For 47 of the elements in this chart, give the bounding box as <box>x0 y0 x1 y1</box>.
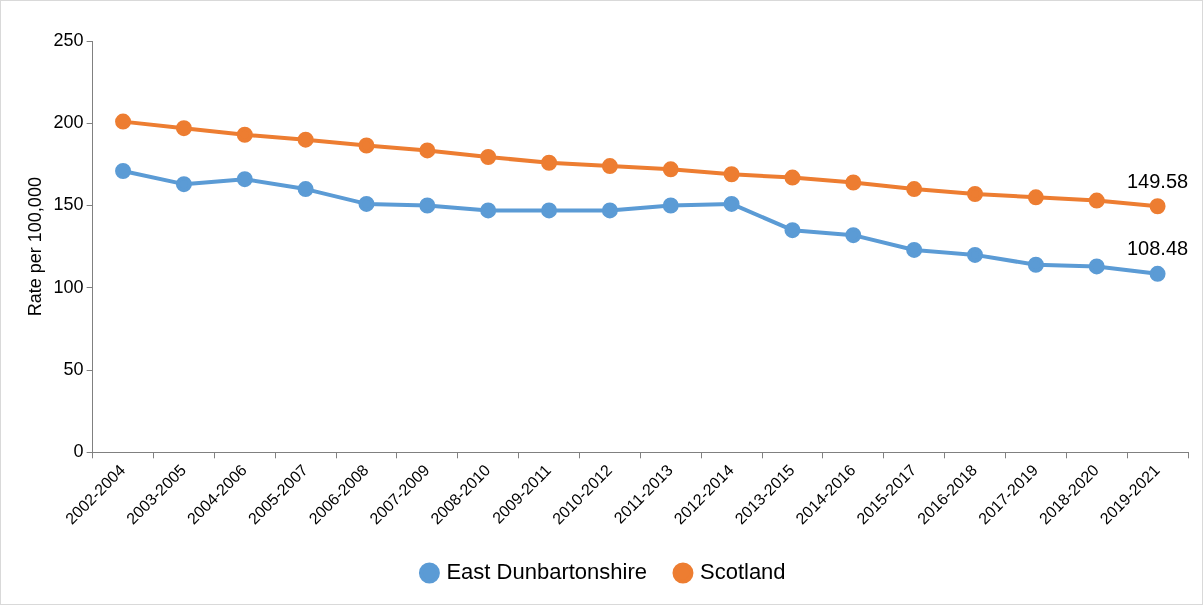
point <box>723 166 740 183</box>
point <box>480 202 497 219</box>
point <box>297 181 314 198</box>
data-label: 108.48 <box>1126 237 1189 260</box>
point <box>175 120 192 137</box>
point <box>175 176 192 193</box>
point <box>967 246 984 263</box>
point <box>906 181 923 198</box>
point <box>662 197 679 214</box>
point <box>723 195 740 212</box>
point <box>236 126 253 143</box>
point <box>358 137 375 154</box>
point <box>845 174 862 191</box>
y-tick-label: 250 <box>53 29 84 50</box>
point <box>419 197 436 214</box>
point <box>1149 198 1166 215</box>
point <box>784 222 801 239</box>
y-tick-label: 150 <box>53 194 84 215</box>
point <box>358 195 375 212</box>
point <box>1027 189 1044 206</box>
y-tick-label: 50 <box>63 359 84 380</box>
point <box>541 154 558 171</box>
y-tick-label: 200 <box>53 112 84 133</box>
point <box>115 113 132 130</box>
point <box>480 148 497 165</box>
point <box>906 241 923 258</box>
point <box>845 227 862 244</box>
point <box>419 142 436 159</box>
legend-label: Scotland <box>699 559 786 585</box>
point <box>967 186 984 203</box>
point <box>662 161 679 178</box>
y-tick-label: 0 <box>73 441 84 462</box>
data-label: 149.58 <box>1126 169 1189 192</box>
point <box>541 202 558 219</box>
point <box>1088 258 1105 275</box>
point <box>1027 256 1044 273</box>
legend-label: East Dunbartonshire <box>446 559 647 585</box>
point <box>784 169 801 186</box>
point <box>1088 192 1105 209</box>
point <box>115 162 132 179</box>
y-tick-label: 100 <box>53 276 84 297</box>
point <box>1149 265 1166 282</box>
y-axis-title: Rate per 100,000 <box>24 177 45 317</box>
point <box>297 131 314 148</box>
point <box>601 158 618 175</box>
point <box>601 202 618 219</box>
point <box>236 171 253 188</box>
